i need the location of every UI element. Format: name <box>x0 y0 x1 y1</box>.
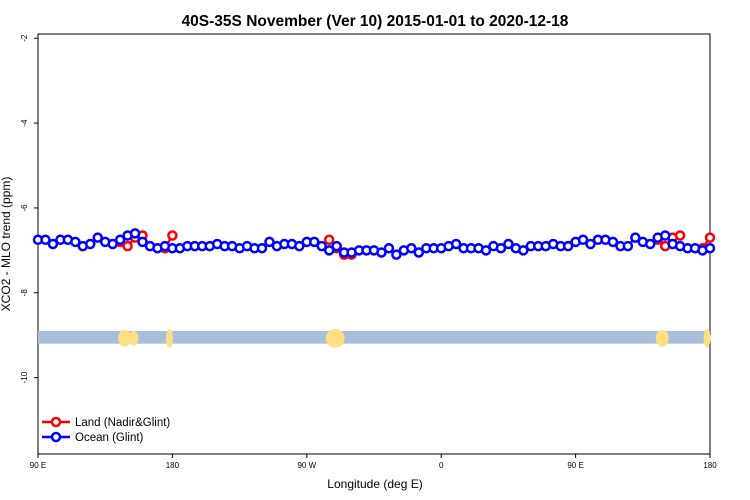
ocean-point <box>264 236 275 248</box>
ocean-point <box>413 247 425 258</box>
land-blob <box>325 328 345 348</box>
land-blob <box>165 328 173 348</box>
land-point <box>674 230 686 241</box>
land-point <box>323 234 335 246</box>
ocean-point <box>622 240 634 252</box>
legend-marker <box>50 431 62 443</box>
ocean-point <box>391 249 402 260</box>
ocean-point <box>562 240 574 252</box>
ocean-point <box>331 240 342 252</box>
ocean-point <box>137 236 148 248</box>
land-point <box>167 230 178 241</box>
x-tick-label: 180 <box>703 461 717 470</box>
ocean-point <box>383 242 395 254</box>
series-layer <box>32 228 716 260</box>
x-tick-label: 0 <box>439 461 444 470</box>
ocean-point <box>92 232 103 243</box>
land-ocean-band <box>38 328 711 348</box>
y-axis-label: XCO2 - MLO trend (ppm) <box>0 177 13 312</box>
ocean-point <box>630 232 641 243</box>
ocean-band <box>38 330 710 344</box>
axes: -2 -4 -6 -8 -10 90 E 180 90 W 0 90 E 180 <box>20 34 717 470</box>
y-tick-label: -10 <box>20 371 29 383</box>
ocean-point <box>645 238 656 250</box>
x-tick-label: 90 W <box>297 461 316 470</box>
ocean-point <box>70 236 81 248</box>
ocean-point <box>85 238 96 250</box>
y-tick-label: -6 <box>20 204 29 212</box>
ocean-point <box>256 242 268 254</box>
x-axis-label: Longitude (deg E) <box>327 477 422 491</box>
x-tick-label: 90 E <box>567 461 583 470</box>
ocean-point <box>585 238 596 250</box>
legend-marker <box>50 416 62 428</box>
y-tick-label: -4 <box>20 119 29 127</box>
y-tick-label: -2 <box>20 34 29 42</box>
ocean-point <box>107 238 118 250</box>
ocean-point <box>406 242 417 254</box>
ocean-point <box>47 238 59 250</box>
ocean-point <box>607 236 619 248</box>
legend-label: Land (Nadir&Glint) <box>75 417 170 429</box>
x-tick-label: 90 E <box>30 461 46 470</box>
ocean-point <box>704 242 716 254</box>
ocean-point <box>316 240 327 252</box>
ocean-point <box>480 245 492 256</box>
land-blob <box>703 328 711 348</box>
ocean-point <box>376 247 387 258</box>
ocean-point <box>129 228 141 239</box>
ocean-point <box>577 234 589 246</box>
y-tick-label: -8 <box>20 289 29 297</box>
legend-label: Ocean (Glint) <box>75 432 144 444</box>
ocean-point <box>114 234 126 246</box>
ocean-point <box>503 238 514 250</box>
ocean-point <box>659 230 671 241</box>
ocean-point <box>309 236 320 248</box>
land-blob <box>118 329 132 347</box>
land-blob <box>128 330 139 346</box>
ocean-point <box>518 245 529 256</box>
ocean-point <box>495 242 507 254</box>
ocean-point <box>40 234 51 246</box>
ocean-point <box>323 245 335 256</box>
x-tick-label: 180 <box>166 461 180 470</box>
chart-title: 40S-35S November (Ver 10) 2015-01-01 to … <box>182 13 569 30</box>
legend: Land (Nadir&Glint) Ocean (Glint) <box>42 416 170 444</box>
ocean-point <box>294 240 305 252</box>
land-point <box>122 240 133 252</box>
land-blob <box>655 329 669 347</box>
land-point <box>704 232 716 243</box>
ocean-point <box>450 238 462 250</box>
